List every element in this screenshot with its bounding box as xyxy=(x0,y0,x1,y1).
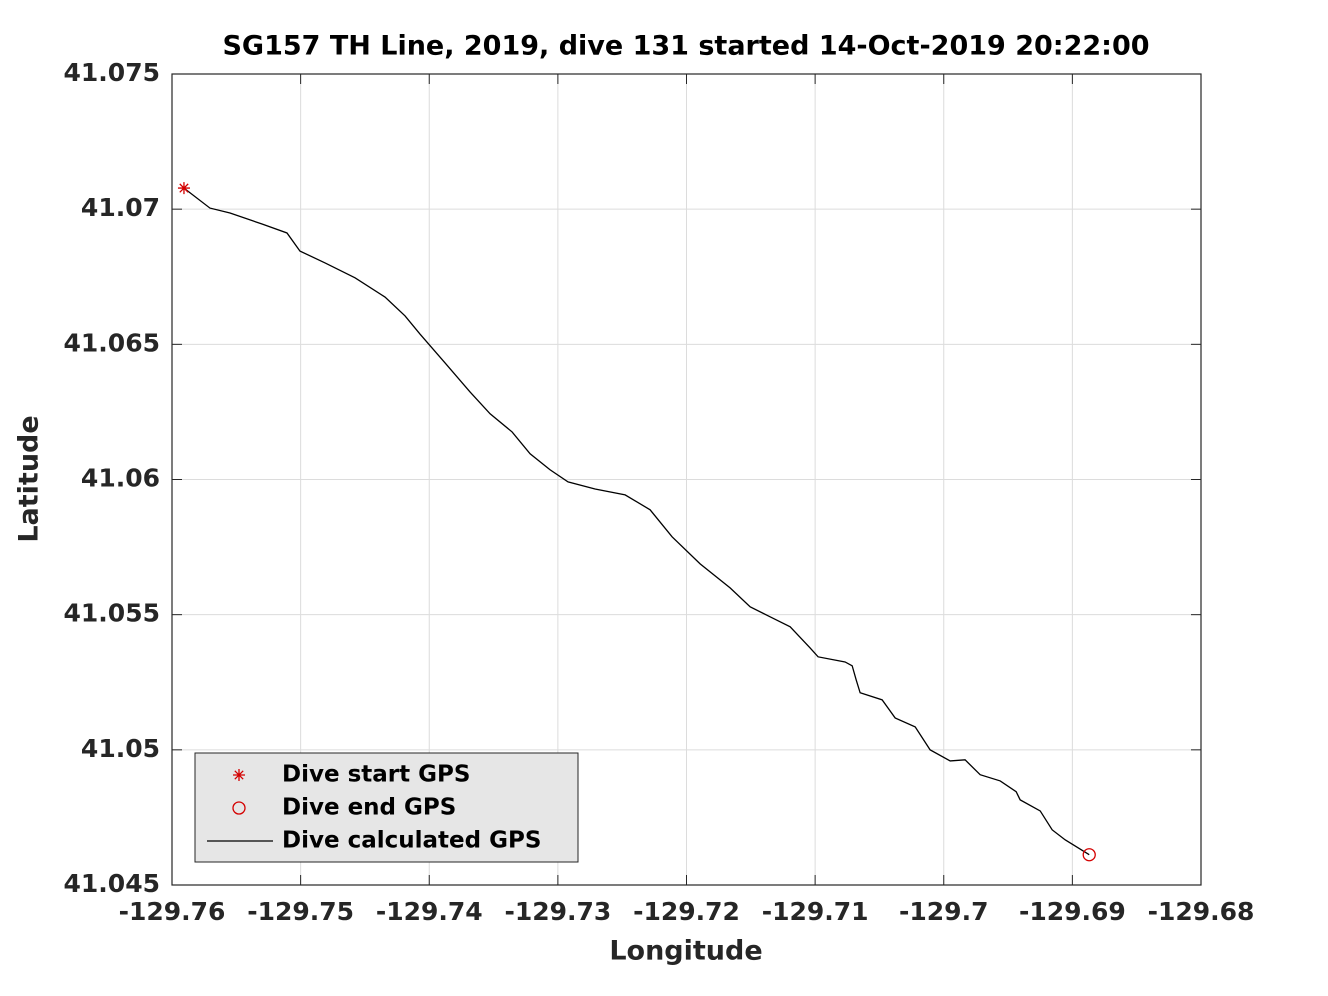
x-tick-label: -129.72 xyxy=(633,897,740,926)
x-tick-label: -129.7 xyxy=(899,897,988,926)
plot-frame xyxy=(171,73,1202,886)
x-tick-label: -129.69 xyxy=(1019,897,1126,926)
legend-label: Dive end GPS xyxy=(282,795,456,821)
y-tick-label: 41.065 xyxy=(64,328,160,357)
legend-label: Dive calculated GPS xyxy=(282,828,541,854)
x-tick-label: -129.71 xyxy=(762,897,869,926)
x-tick-label: -129.68 xyxy=(1148,897,1255,926)
y-tick-label: 41.07 xyxy=(81,193,160,222)
x-tick-label: -129.76 xyxy=(119,897,226,926)
x-tick-label: -129.73 xyxy=(504,897,611,926)
y-axis-label: Latitude xyxy=(14,415,45,542)
legend-label: Dive start GPS xyxy=(282,762,470,788)
legend-marker xyxy=(233,769,245,781)
x-tick-label: -129.75 xyxy=(247,897,354,926)
y-tick-label: 41.045 xyxy=(64,869,160,898)
x-axis-label: Longitude xyxy=(609,936,762,967)
legend-box xyxy=(194,752,579,863)
y-tick-label: 41.075 xyxy=(64,58,160,87)
end-marker xyxy=(1082,848,1096,862)
legend-marker xyxy=(232,801,246,815)
chart-title: SG157 TH Line, 2019, dive 131 started 14… xyxy=(222,31,1149,62)
track-line xyxy=(183,187,1090,856)
y-tick-label: 41.05 xyxy=(81,734,160,763)
y-tick-label: 41.055 xyxy=(64,599,160,628)
x-tick-label: -129.74 xyxy=(376,897,483,926)
start-marker xyxy=(177,182,190,195)
y-tick-label: 41.06 xyxy=(81,464,160,493)
